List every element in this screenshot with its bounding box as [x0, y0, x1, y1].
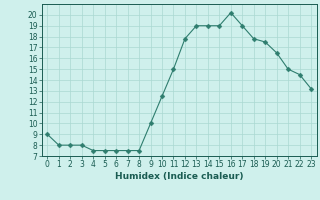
X-axis label: Humidex (Indice chaleur): Humidex (Indice chaleur) [115, 172, 244, 181]
